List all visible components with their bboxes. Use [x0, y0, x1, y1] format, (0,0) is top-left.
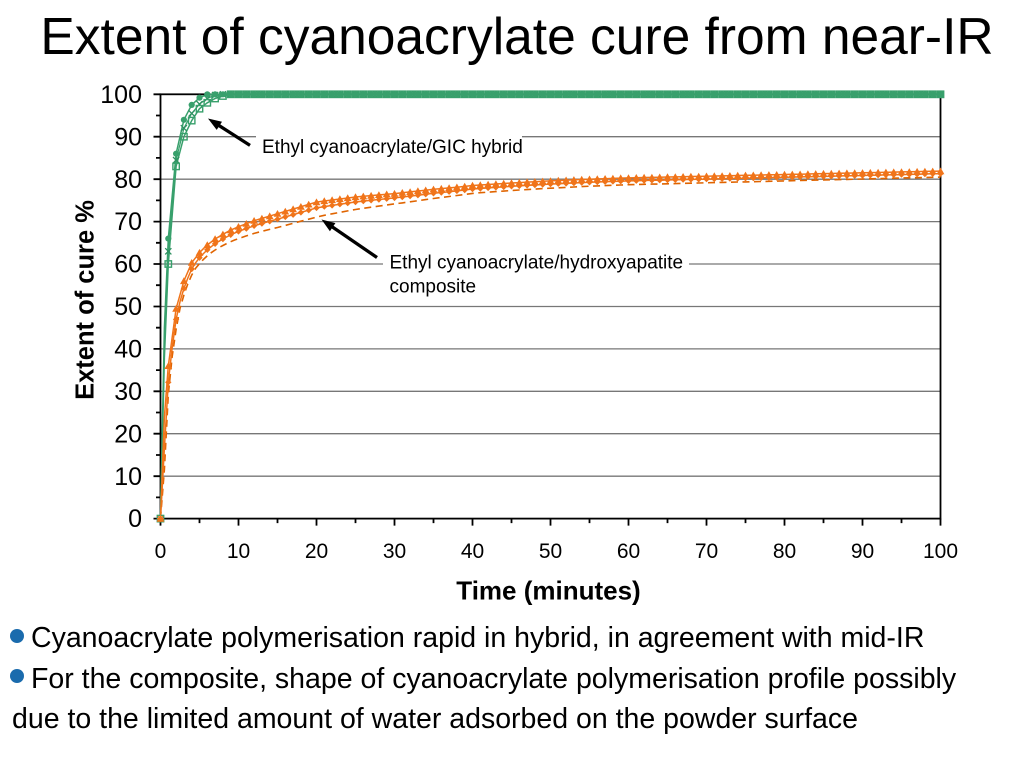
svg-text:20: 20 — [114, 420, 142, 448]
svg-text:0: 0 — [155, 540, 167, 563]
svg-text:10: 10 — [114, 463, 142, 491]
svg-text:90: 90 — [851, 540, 874, 563]
svg-text:80: 80 — [773, 540, 796, 563]
svg-text:70: 70 — [695, 540, 718, 563]
svg-text:30: 30 — [383, 540, 406, 563]
svg-text:60: 60 — [617, 540, 640, 563]
svg-text:40: 40 — [114, 336, 142, 364]
svg-text:10: 10 — [227, 540, 250, 563]
svg-text:Ethyl cyanoacrylate/hydroxyapa: Ethyl cyanoacrylate/hydroxyapatite — [390, 253, 684, 274]
svg-text:40: 40 — [461, 540, 484, 563]
svg-text:60: 60 — [114, 251, 142, 279]
svg-text:0: 0 — [128, 505, 142, 533]
svg-text:50: 50 — [539, 540, 562, 563]
svg-text:100: 100 — [923, 540, 958, 563]
svg-text:100: 100 — [100, 81, 142, 109]
svg-text:composite: composite — [390, 276, 477, 297]
svg-text:50: 50 — [114, 293, 142, 321]
svg-text:90: 90 — [114, 123, 142, 151]
svg-text:30: 30 — [114, 378, 142, 406]
svg-text:80: 80 — [114, 166, 142, 194]
svg-text:Time (minutes): Time (minutes) — [456, 576, 640, 606]
svg-text:Extent of cure %: Extent of cure % — [72, 200, 100, 400]
svg-text:Ethyl cyanoacrylate/GIC hybrid: Ethyl cyanoacrylate/GIC hybrid — [262, 137, 523, 158]
svg-text:70: 70 — [114, 208, 142, 236]
svg-text:20: 20 — [305, 540, 328, 563]
